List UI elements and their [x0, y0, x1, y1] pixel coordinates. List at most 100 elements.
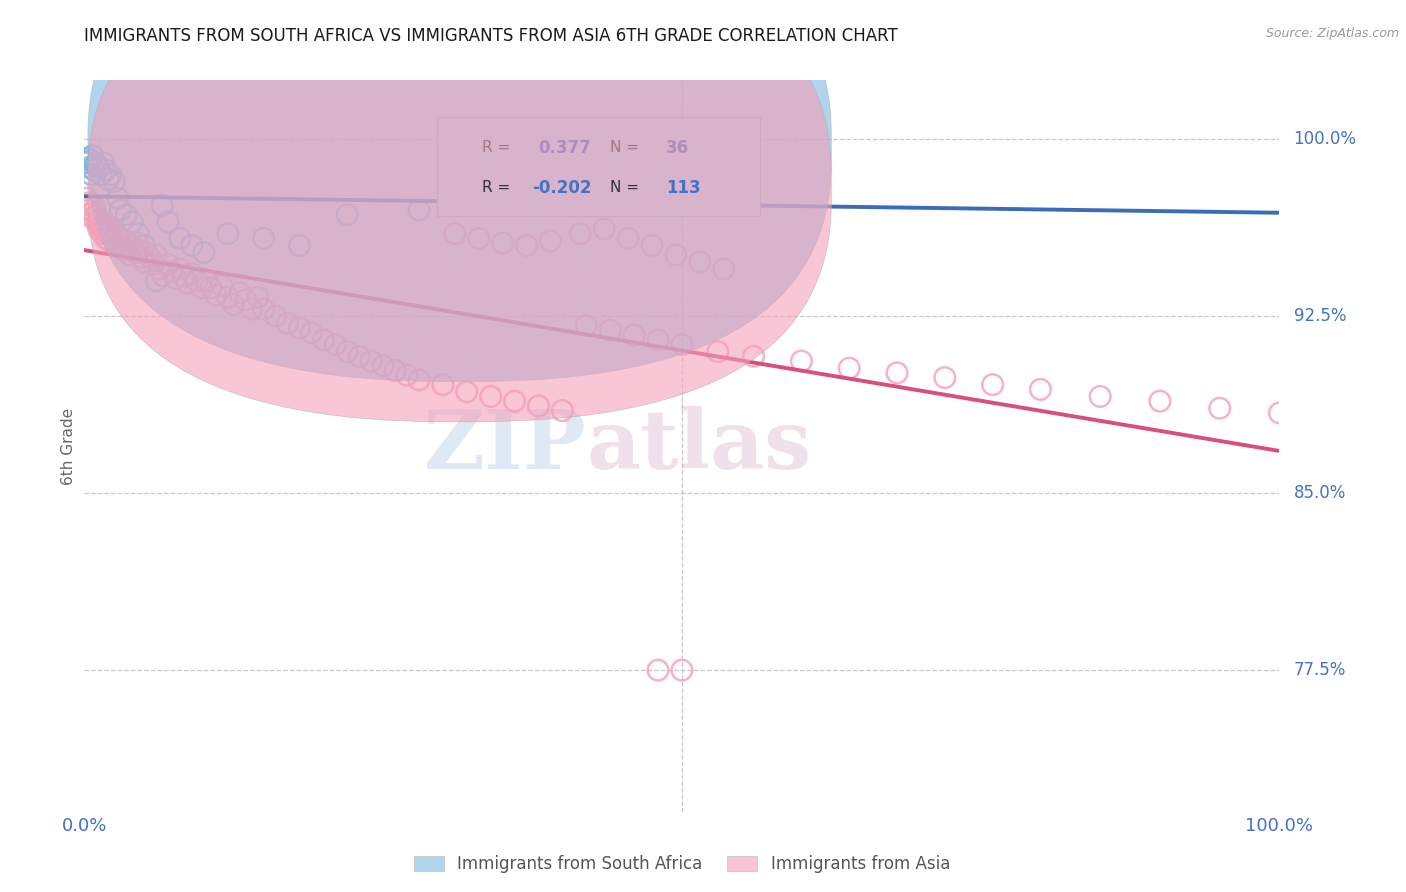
Point — [575, 318, 598, 333]
Point — [195, 274, 218, 288]
Text: R =: R = — [482, 180, 510, 195]
Point — [253, 302, 276, 317]
Point — [312, 333, 335, 347]
Point — [111, 243, 134, 257]
Text: R =: R = — [482, 140, 510, 155]
Point — [599, 323, 621, 337]
Point — [76, 156, 98, 170]
Point — [665, 248, 688, 262]
Point — [77, 161, 100, 175]
Text: Source: ZipAtlas.com: Source: ZipAtlas.com — [1265, 27, 1399, 40]
Point — [104, 238, 127, 252]
Point — [132, 255, 156, 269]
Point — [617, 231, 640, 245]
Point — [169, 231, 191, 245]
Point — [118, 248, 141, 262]
Point — [110, 202, 132, 217]
Point — [124, 245, 146, 260]
Point — [127, 227, 149, 241]
Point — [384, 363, 406, 377]
Text: atlas: atlas — [586, 406, 811, 486]
Point — [623, 328, 645, 343]
Point — [200, 281, 222, 295]
Point — [790, 354, 813, 368]
Point — [276, 316, 298, 330]
Point — [135, 245, 157, 260]
Text: ZIP: ZIP — [423, 406, 586, 486]
Point — [205, 288, 228, 302]
Point — [569, 227, 592, 241]
Point — [80, 168, 103, 182]
Point — [671, 337, 693, 351]
Point — [83, 212, 105, 227]
Point — [117, 241, 139, 255]
Point — [98, 234, 121, 248]
Point — [323, 337, 346, 351]
Point — [527, 399, 550, 413]
Point — [228, 285, 252, 300]
Point — [593, 222, 616, 236]
Point — [107, 191, 129, 205]
Point — [90, 219, 112, 234]
Point — [93, 224, 115, 238]
Point — [456, 384, 478, 399]
Point — [121, 215, 143, 229]
Point — [742, 349, 765, 363]
Point — [222, 297, 245, 311]
Point — [515, 238, 537, 252]
Point — [503, 394, 526, 409]
Point — [160, 264, 183, 278]
Point — [190, 281, 212, 295]
Point — [1088, 389, 1111, 403]
Point — [93, 156, 115, 170]
Point — [492, 236, 515, 251]
Legend: Immigrants from South Africa, Immigrants from Asia: Immigrants from South Africa, Immigrants… — [413, 855, 950, 873]
Point — [76, 191, 98, 205]
Point — [97, 172, 120, 186]
Point — [408, 373, 430, 387]
Point — [886, 366, 908, 380]
Point — [165, 271, 187, 285]
Text: N =: N = — [610, 140, 640, 155]
Point — [1149, 394, 1171, 409]
Point — [264, 310, 287, 324]
Point — [110, 236, 132, 251]
Point — [235, 293, 257, 307]
Point — [444, 227, 467, 241]
Point — [94, 231, 117, 245]
Point — [173, 269, 195, 284]
Point — [157, 215, 180, 229]
Point — [77, 196, 100, 211]
Point — [1029, 383, 1052, 397]
Point — [169, 262, 191, 277]
Point — [246, 290, 269, 304]
FancyBboxPatch shape — [437, 117, 759, 216]
Text: IMMIGRANTS FROM SOUTH AFRICA VS IMMIGRANTS FROM ASIA 6TH GRADE CORRELATION CHART: IMMIGRANTS FROM SOUTH AFRICA VS IMMIGRAN… — [84, 27, 898, 45]
Point — [180, 267, 202, 281]
Point — [132, 238, 156, 252]
Point — [492, 198, 515, 212]
Point — [82, 149, 104, 163]
Point — [115, 208, 138, 222]
Text: -0.202: -0.202 — [533, 178, 592, 197]
Point — [467, 231, 491, 245]
Point — [86, 215, 108, 229]
FancyBboxPatch shape — [89, 0, 831, 422]
Point — [100, 168, 122, 182]
Point — [93, 217, 115, 231]
Point — [128, 243, 150, 257]
Point — [193, 245, 215, 260]
Point — [90, 168, 112, 182]
Point — [91, 227, 114, 241]
Text: 113: 113 — [666, 178, 702, 197]
Point — [538, 234, 561, 248]
Point — [981, 377, 1004, 392]
Point — [139, 250, 162, 264]
Point — [371, 359, 394, 373]
Point — [211, 278, 233, 293]
Point — [479, 389, 502, 403]
Point — [432, 377, 454, 392]
Point — [408, 202, 430, 217]
Point — [125, 236, 148, 251]
Point — [152, 269, 174, 284]
